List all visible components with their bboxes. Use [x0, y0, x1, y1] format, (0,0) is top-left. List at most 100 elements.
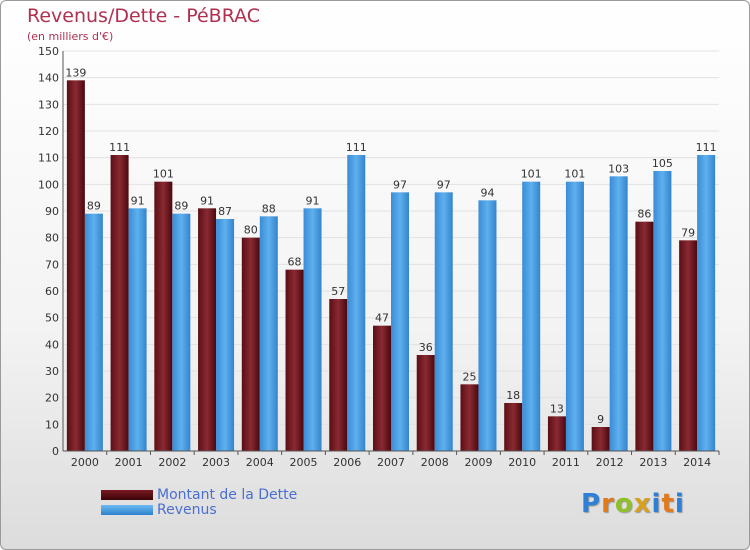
value-label: 18 — [506, 389, 520, 402]
bar-revenue — [609, 176, 628, 452]
bar-debt — [198, 208, 217, 451]
legend-item-debt: Montant de la Dette — [101, 487, 298, 503]
y-tick-label: 80 — [45, 232, 59, 245]
value-label: 25 — [462, 370, 476, 383]
bar-revenue — [653, 171, 672, 451]
bar-debt — [635, 221, 654, 451]
bar-debt — [329, 299, 348, 451]
value-label: 111 — [346, 141, 367, 154]
y-tick-label: 70 — [45, 258, 59, 271]
x-axis-ticks: 2000 2001 2002 2003 2004 2005 2006 2007 2008 2009… — [71, 451, 720, 469]
x-tick-label: 2008 — [421, 456, 449, 469]
legend-label-revenue: Revenus — [157, 502, 217, 518]
bar-debt — [679, 240, 698, 451]
value-label: 89 — [87, 200, 101, 213]
x-tick-label: 2011 — [552, 456, 580, 469]
value-label: 88 — [262, 202, 276, 215]
y-tick-label: 150 — [38, 45, 59, 58]
bar-revenue — [522, 181, 541, 451]
value-label: 9 — [597, 413, 604, 426]
proxiti-logo: Proxiti — [581, 489, 685, 519]
x-tick-label: 2003 — [202, 456, 230, 469]
bar-debt — [591, 427, 610, 451]
y-tick-label: 100 — [38, 178, 59, 191]
y-tick-label: 40 — [45, 338, 59, 351]
bar-debt — [241, 237, 260, 451]
bars — [66, 80, 716, 452]
value-label: 79 — [681, 226, 695, 239]
bar-revenue — [434, 192, 453, 452]
x-tick-label: 2006 — [333, 456, 361, 469]
bar-debt — [547, 416, 566, 451]
value-label: 97 — [437, 178, 451, 191]
value-label: 80 — [244, 224, 258, 237]
x-tick-label: 2010 — [508, 456, 536, 469]
bar-revenue — [347, 155, 366, 451]
value-label: 103 — [608, 162, 629, 175]
legend-swatch-debt — [101, 490, 153, 500]
bar-revenue — [216, 219, 235, 451]
y-tick-label: 10 — [45, 418, 59, 431]
value-label: 94 — [480, 186, 494, 199]
y-axis-ticks: 0 10 20 30 40 50 60 70 80 90 100 110 120 130 140 150 — [38, 45, 59, 458]
bar-revenue — [84, 213, 103, 451]
y-tick-label: 130 — [38, 98, 59, 111]
bar-revenue — [697, 155, 716, 451]
bar-revenue — [128, 208, 147, 451]
y-tick-label: 20 — [45, 392, 59, 405]
y-tick-label: 140 — [38, 72, 59, 85]
value-label: 89 — [174, 200, 188, 213]
bar-debt — [460, 384, 479, 451]
bar-debt — [154, 181, 173, 451]
chart-title: Revenus/Dette - PéBRAC — [27, 5, 261, 27]
bar-debt — [504, 403, 523, 451]
x-tick-label: 2013 — [639, 456, 667, 469]
x-tick-label: 2000 — [71, 456, 99, 469]
legend-item-revenue: Revenus — [101, 502, 217, 518]
value-label: 91 — [200, 194, 214, 207]
bar-revenue — [391, 192, 409, 452]
x-tick-label: 2009 — [464, 456, 492, 469]
x-tick-label: 2001 — [115, 456, 143, 469]
x-tick-label: 2007 — [377, 456, 405, 469]
value-label: 101 — [564, 168, 585, 181]
value-label: 57 — [331, 285, 345, 298]
x-tick-label: 2005 — [290, 456, 318, 469]
y-tick-label: 50 — [45, 312, 59, 325]
y-tick-label: 120 — [38, 125, 59, 138]
bar-revenue — [303, 208, 322, 451]
y-tick-label: 30 — [45, 365, 59, 378]
value-label: 111 — [109, 141, 130, 154]
bar-debt — [66, 80, 85, 451]
value-label: 68 — [288, 256, 302, 269]
x-tick-label: 2002 — [158, 456, 186, 469]
value-label: 101 — [521, 168, 542, 181]
value-label: 36 — [419, 341, 433, 354]
y-tick-label: 60 — [45, 285, 59, 298]
y-tick-label: 90 — [45, 205, 59, 218]
bar-revenue — [172, 213, 191, 451]
chart-subtitle: (en milliers d'€) — [27, 30, 114, 43]
value-label: 111 — [696, 141, 717, 154]
bar-revenue — [565, 181, 584, 451]
value-label: 86 — [637, 208, 651, 221]
value-label: 101 — [153, 168, 174, 181]
value-label: 47 — [375, 312, 389, 325]
value-label: 87 — [218, 205, 232, 218]
value-label: 91 — [131, 194, 145, 207]
value-label: 97 — [393, 178, 407, 191]
bar-revenue — [259, 216, 278, 451]
value-label: 105 — [652, 157, 673, 170]
bar-debt — [110, 155, 129, 451]
x-tick-label: 2012 — [596, 456, 624, 469]
value-label: 91 — [306, 194, 320, 207]
value-label: 13 — [550, 402, 564, 415]
legend-label-debt: Montant de la Dette — [157, 487, 298, 503]
value-label: 139 — [65, 66, 86, 79]
bar-debt — [416, 355, 435, 451]
bar-debt — [285, 269, 304, 451]
y-tick-label: 110 — [38, 152, 59, 165]
